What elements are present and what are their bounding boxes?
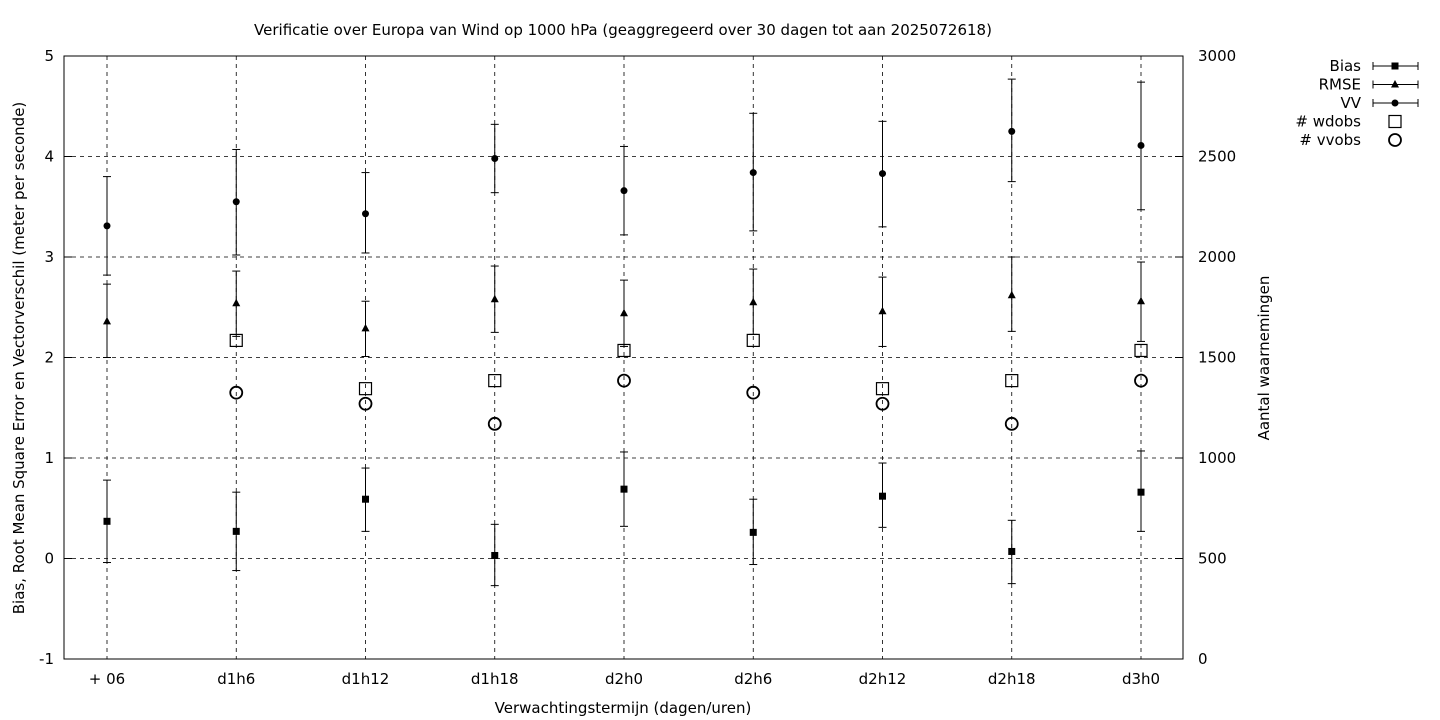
rmse-point — [103, 316, 111, 325]
y2-tick-label: 3000 — [1198, 47, 1236, 65]
rmse-point — [878, 306, 887, 315]
vv-point — [103, 222, 111, 230]
vv-point — [620, 187, 628, 195]
vv-point — [1008, 127, 1016, 135]
vv-point — [362, 210, 369, 218]
bias-point — [749, 528, 757, 536]
x-tick-label: d2h6 — [734, 670, 772, 688]
y-tick-label: 3 — [44, 248, 54, 266]
bias-point — [1137, 488, 1145, 496]
wdobs-point — [229, 333, 243, 348]
x-axis-label: Verwachtingstermijn (dagen/uren) — [495, 699, 752, 717]
plot-frame — [63, 55, 1184, 660]
y2-tick-label: 1000 — [1198, 449, 1236, 467]
legend-label-rmse: RMSE — [1319, 76, 1361, 94]
y2-axis-label: Aantal waarnemingen — [1255, 276, 1273, 441]
vv-point — [491, 155, 499, 163]
x-tick-label: d1h18 — [471, 670, 519, 688]
x-tick-label: + 06 — [89, 670, 125, 688]
y-tick-label: -1 — [39, 650, 54, 668]
legend-label-vvobs: # vvobs — [1299, 131, 1361, 149]
vvobs-point — [487, 416, 502, 431]
x-tick-label: d2h18 — [988, 670, 1036, 688]
legend-marker-vvobs — [1388, 133, 1402, 147]
vvobs-point — [358, 396, 373, 411]
vvobs-point — [746, 385, 761, 400]
chart-title: Verificatie over Europa van Wind op 1000… — [254, 21, 992, 39]
legend-label-bias: Bias — [1330, 57, 1362, 75]
vvobs-point — [229, 385, 244, 400]
vvobs-point — [875, 396, 890, 411]
legend-marker-bias — [1391, 62, 1399, 70]
rmse-point — [749, 297, 758, 306]
y-tick-label: 4 — [44, 148, 54, 166]
y2-tick-label: 2000 — [1198, 248, 1236, 266]
x-tick-label: d2h12 — [859, 670, 907, 688]
legend-marker-wdobs — [1388, 114, 1402, 129]
vv-point — [879, 170, 886, 178]
vvobs-point — [1004, 416, 1019, 431]
y2-tick-label: 1500 — [1198, 349, 1236, 367]
vvobs-point — [1134, 373, 1148, 388]
y-tick-label: 5 — [44, 47, 54, 65]
wdobs-point — [746, 333, 760, 348]
vv-point — [1137, 141, 1145, 149]
data-marks — [103, 78, 1148, 587]
wdobs-point — [358, 382, 373, 396]
bias-point — [362, 495, 369, 503]
bias-point — [1008, 547, 1016, 555]
legend-label-wdobs: # wdobs — [1295, 113, 1361, 131]
y-tick-label: 0 — [44, 550, 54, 568]
bias-point — [879, 492, 886, 500]
y-tick-label: 1 — [44, 449, 54, 467]
wdobs-point — [1005, 374, 1019, 388]
vv-point — [749, 169, 757, 177]
y-axis-label: Bias, Root Mean Square Error en Vectorve… — [10, 102, 28, 615]
x-tick-label: d1h12 — [342, 670, 390, 688]
bias-point — [620, 485, 628, 493]
y2-tick-label: 2500 — [1198, 148, 1236, 166]
wdobs-point — [875, 382, 890, 396]
bias-point — [491, 551, 499, 559]
wdobs-point — [1134, 343, 1148, 358]
rmse-point — [1007, 290, 1016, 299]
y2-tick-label: 500 — [1198, 550, 1227, 568]
bias-point — [232, 527, 240, 535]
legend-marker-rmse — [1391, 80, 1399, 88]
grid — [64, 56, 1183, 659]
vvobs-point — [617, 373, 631, 388]
x-tick-label: d3h0 — [1122, 670, 1160, 688]
rmse-point — [361, 323, 370, 332]
legend-label-vv: VV — [1340, 94, 1361, 112]
x-tick-label: d2h0 — [605, 670, 643, 688]
y2-tick-label: 0 — [1198, 650, 1208, 668]
axis-ticks: -1 0 1 2 3 4 5 0 500 1000 1500 2000 2500 3000 + 06 d1h6… — [39, 47, 1236, 688]
wdobs-point — [617, 343, 631, 358]
rmse-point — [1137, 296, 1145, 305]
wdobs-point — [488, 374, 502, 388]
rmse-point — [490, 294, 499, 303]
legend-marker-vv — [1391, 99, 1399, 107]
x-tick-label: d1h6 — [217, 670, 255, 688]
rmse-point — [232, 298, 241, 307]
y-tick-label: 2 — [44, 349, 54, 367]
vv-point — [232, 198, 240, 206]
rmse-point — [620, 308, 628, 317]
bias-point — [103, 517, 111, 525]
